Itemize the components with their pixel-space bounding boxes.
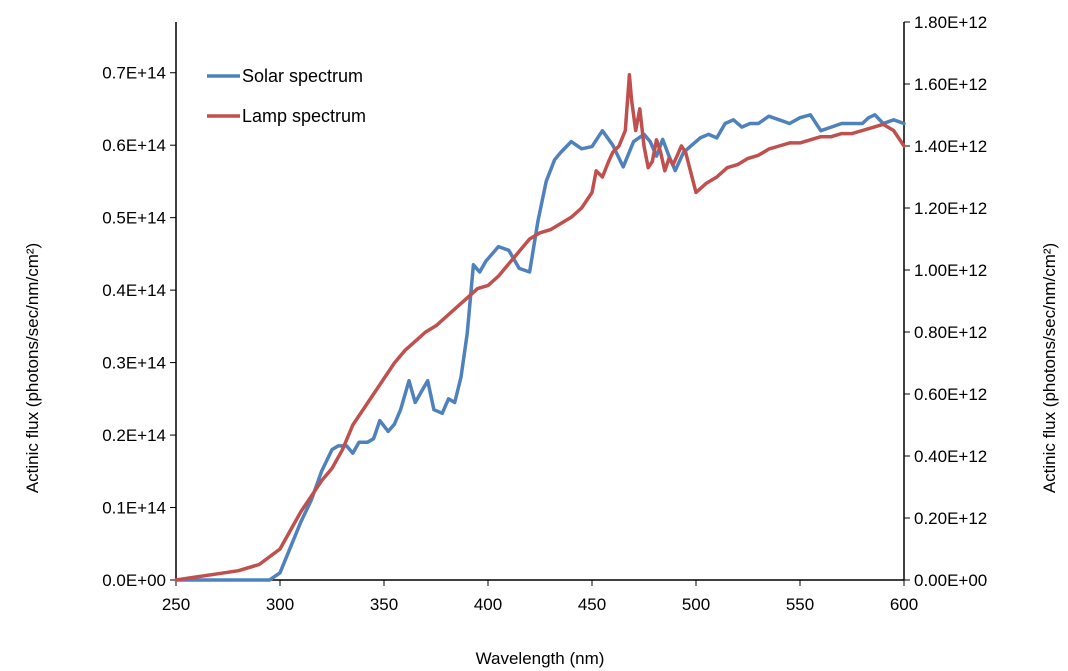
- x-tick-label: 400: [474, 595, 502, 614]
- y-left-tick-label: 0.0E+00: [102, 571, 166, 590]
- plot-area: [175, 22, 905, 581]
- x-tick-label: 300: [266, 595, 294, 614]
- y-right-tick-label: 0.00E+00: [914, 571, 987, 590]
- y-right-tick-label: 1.80E+12: [914, 13, 987, 32]
- legend-label: Lamp spectrum: [242, 106, 366, 126]
- y-left-tick-label: 0.7E+14: [102, 64, 166, 83]
- y-axis-right-title: Actinic flux (photons/sec/nm/cm²): [1040, 243, 1059, 493]
- y-right-tick-label: 1.40E+12: [914, 137, 987, 156]
- series-layer: [174, 72, 906, 582]
- series-line-solar-spectrum: [174, 113, 906, 582]
- x-tick-label: 250: [162, 595, 190, 614]
- x-tick-label: 550: [786, 595, 814, 614]
- y-left-tick-label: 0.2E+14: [102, 426, 166, 445]
- y-right-tick-label: 1.00E+12: [914, 261, 987, 280]
- y-right-tick-label: 0.20E+12: [914, 509, 987, 528]
- x-axis: 250 300 350 400 450 500 550 600: [162, 580, 918, 614]
- y-axis-right: 0.00E+00 0.20E+12 0.40E+12 0.60E+12 0.80E+12…: [904, 13, 987, 590]
- y-right-tick-label: 1.20E+12: [914, 199, 987, 218]
- y-left-tick-label: 0.1E+14: [102, 499, 166, 518]
- y-left-tick-label: 0.4E+14: [102, 281, 166, 300]
- legend: Solar spectrum Lamp spectrum: [207, 66, 366, 126]
- series-line-lamp-spectrum: [174, 72, 906, 582]
- x-tick-label: 500: [682, 595, 710, 614]
- y-axis-left: 0.0E+00 0.1E+14 0.2E+14 0.3E+14 0.4E+14 0.5E+…: [102, 64, 176, 590]
- x-tick-label: 350: [370, 595, 398, 614]
- y-left-tick-label: 0.5E+14: [102, 209, 166, 228]
- y-axis-left-title: Actinic flux (photons/sec/nm/cm²): [23, 243, 42, 493]
- x-axis-title: Wavelength (nm): [476, 649, 605, 668]
- y-left-tick-label: 0.6E+14: [102, 136, 166, 155]
- y-left-tick-label: 0.3E+14: [102, 354, 166, 373]
- y-right-tick-label: 1.60E+12: [914, 75, 987, 94]
- legend-label: Solar spectrum: [242, 66, 363, 86]
- x-tick-label: 450: [578, 595, 606, 614]
- x-tick-label: 600: [890, 595, 918, 614]
- y-right-tick-label: 0.40E+12: [914, 447, 987, 466]
- y-right-tick-label: 0.80E+12: [914, 323, 987, 342]
- y-right-tick-label: 0.60E+12: [914, 385, 987, 404]
